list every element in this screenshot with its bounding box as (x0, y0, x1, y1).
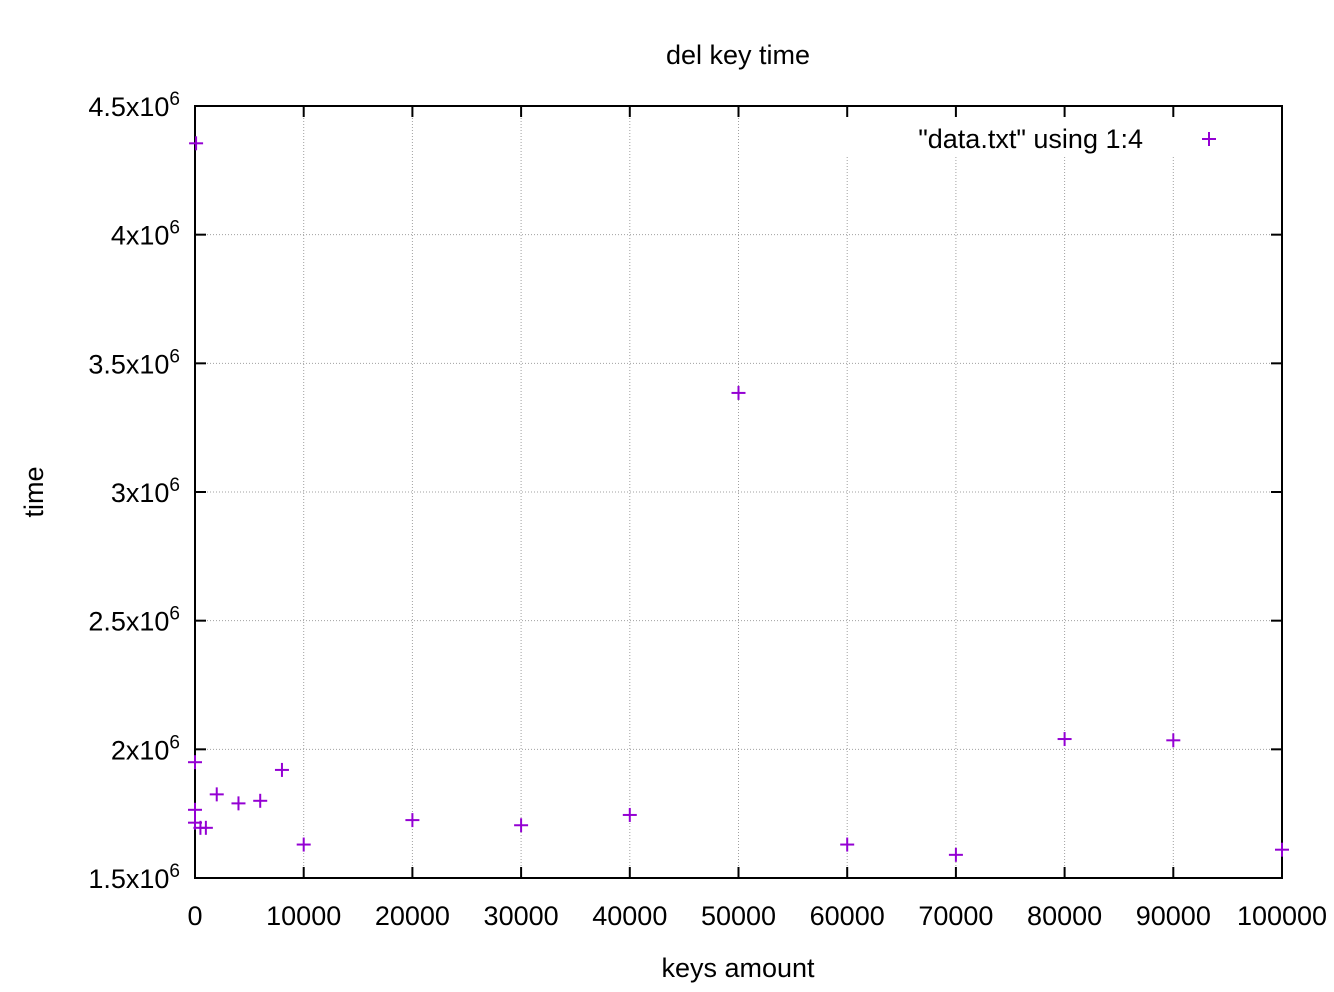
data-point (188, 802, 202, 817)
y-tick-label: 4x106 (111, 218, 180, 251)
data-point (209, 787, 224, 802)
data-point (296, 837, 311, 852)
x-tick-label: 30000 (484, 901, 559, 931)
y-tick-labels: 1.5x106 2x106 2.5x106 3x106 3.5x106 4x106 4.5x… (88, 89, 180, 894)
data-point (840, 837, 855, 852)
data-point (731, 385, 746, 400)
y-tick-label: 3x106 (111, 475, 180, 508)
data-point (1275, 842, 1289, 857)
x-tick-label: 70000 (918, 901, 993, 931)
legend-plus-icon (1202, 132, 1216, 146)
data-point (514, 818, 529, 833)
plot-frame (194, 105, 1283, 879)
data-point (231, 796, 246, 811)
legend-marker-icon (1202, 132, 1216, 146)
y-tick-label: 3.5x106 (88, 346, 180, 379)
x-tick-label: 40000 (592, 901, 667, 931)
x-axis-label: keys amount (661, 953, 815, 983)
data-point (189, 136, 204, 151)
data-point (253, 793, 268, 808)
y-tick-label: 4.5x106 (88, 89, 180, 122)
y-tick-label: 2x106 (111, 732, 180, 765)
x-tick-labels: 0 10000 20000 30000 40000 50000 60000 70000 8000… (187, 901, 1327, 931)
data-point (1057, 732, 1072, 747)
x-tick-label: 20000 (375, 901, 450, 931)
legend-entry-label: "data.txt" using 1:4 (918, 124, 1143, 154)
data-points (188, 136, 1289, 862)
x-tick-label: 90000 (1136, 901, 1211, 931)
data-point (405, 813, 420, 828)
x-tick-label: 50000 (701, 901, 776, 931)
data-point (198, 820, 213, 835)
legend-box (845, 109, 1279, 156)
y-axis-label: time (19, 466, 49, 517)
x-tick-label: 80000 (1027, 901, 1102, 931)
x-tick-label: 0 (187, 901, 202, 931)
grid-lines (195, 106, 1282, 878)
x-tick-label: 60000 (810, 901, 885, 931)
y-tick-label: 2.5x106 (88, 604, 180, 637)
chart-title: del key time (666, 40, 810, 70)
data-point (274, 762, 289, 777)
data-point (622, 807, 637, 822)
data-point (948, 847, 963, 862)
legend: "data.txt" using 1:4 (918, 124, 1216, 154)
x-tick-label: 10000 (266, 901, 341, 931)
data-point (188, 755, 202, 770)
x-tick-label: 100000 (1237, 901, 1327, 931)
legend-background (845, 109, 1279, 156)
data-point (1166, 733, 1181, 748)
y-tick-label: 1.5x106 (88, 861, 180, 894)
